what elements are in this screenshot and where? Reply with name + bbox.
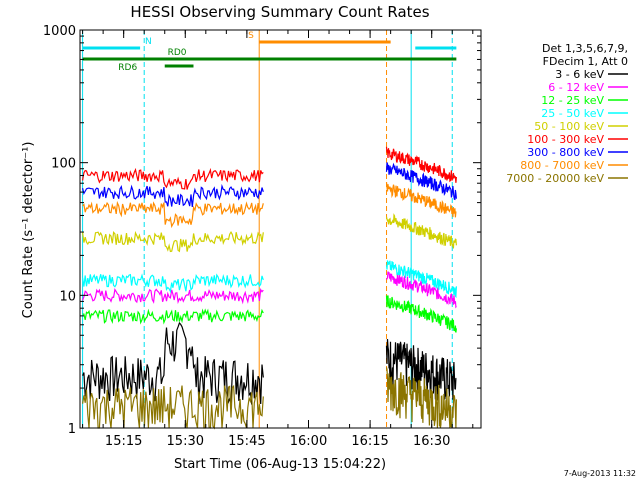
plot-area: N S RD0 RD6 [82,30,457,430]
legend: Det 1,3,5,6,7,9,FDecim 1, Att 03 - 6 keV… [506,42,628,185]
legend-label-3: 25 - 50 keV [541,107,604,120]
legend-label-4: 50 - 100 keV [534,120,604,133]
x-axis-label: Start Time (06-Aug-13 15:04:22) [174,457,386,472]
flag-label-3: RD6 [118,63,137,73]
plot-frame [79,29,482,429]
legend-label-6: 300 - 800 keV [527,146,604,159]
x-tick-label-4: 16:15 [351,434,388,449]
series-line-2 [82,295,457,333]
y-axis-label: Count Rate (s⁻¹ detector⁻¹) [21,142,36,319]
legend-label-5: 100 - 300 keV [527,133,604,146]
x-tick-label-5: 16:30 [413,434,450,449]
chart-title: HESSI Observing Summary Count Rates [130,3,429,21]
series-line-1 [82,271,457,309]
flag-label-2: RD0 [168,48,187,58]
x-tick-label-0: 15:15 [105,434,142,449]
legend-header-0: Det 1,3,5,6,7,9, [542,42,628,55]
legend-label-1: 6 - 12 keV [548,81,604,94]
legend-label-2: 12 - 25 keV [541,94,604,107]
footer-date: 7-Aug-2013 11:32 [564,469,636,478]
y-tick-label-3: 1000 [43,24,76,39]
series-line-5 [82,146,457,190]
x-tick-label-3: 16:00 [290,434,327,449]
flag-label-0: N [145,37,152,47]
y-tick-label-0: 1 [68,422,76,437]
series-line-3 [82,260,457,299]
flag-label-1: S [248,31,254,41]
y-tick-label-2: 100 [51,157,76,172]
series-line-6 [82,162,457,207]
series-line-4 [82,213,457,253]
legend-label-8: 7000 - 20000 keV [506,172,604,185]
x-tick-label-2: 15:45 [228,434,265,449]
legend-label-0: 3 - 6 keV [555,68,604,81]
legend-header-1: FDecim 1, Att 0 [543,55,628,68]
series-line-0 [82,321,457,405]
series-line-7 [82,182,457,229]
y-tick-label-1: 10 [59,289,76,304]
series-line-8 [82,367,457,430]
axes: 15:15 15:30 15:45 16:00 16:15 16:30 1 10 100 1000 [43,24,481,449]
x-tick-label-1: 15:30 [167,434,204,449]
legend-label-7: 800 - 7000 keV [520,159,604,172]
